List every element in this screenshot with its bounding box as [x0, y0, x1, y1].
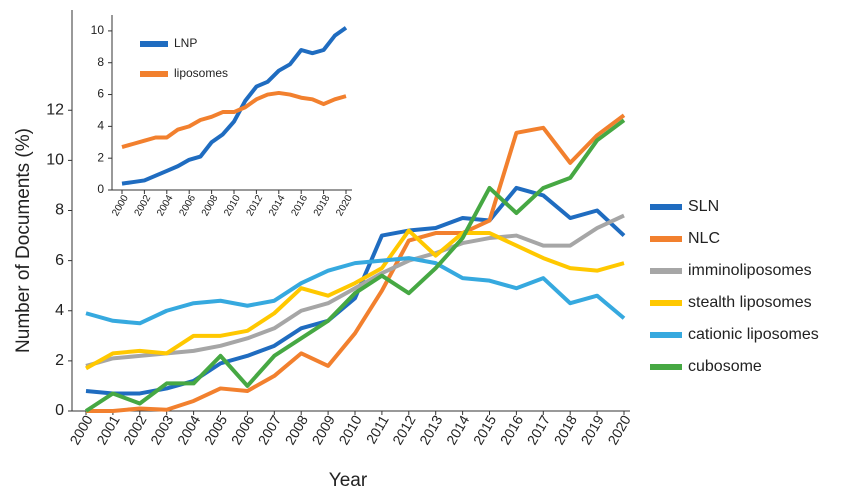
y-tick-label: 2 [97, 150, 104, 164]
x-tick-label: 2016 [497, 412, 527, 447]
y-tick-label: 0 [55, 402, 64, 419]
y-tick-label: 8 [55, 202, 64, 219]
legend-label: cubosome [688, 358, 762, 375]
y-tick-label: 4 [55, 302, 64, 319]
x-tick-label: 2017 [524, 412, 554, 447]
x-tick-label: 2005 [201, 412, 231, 447]
inset-background [80, 8, 360, 238]
x-tick-label: 2012 [389, 412, 419, 447]
y-tick-label: 2 [55, 352, 64, 369]
y-axis-title: Number of Documents (%) [13, 128, 34, 353]
data-line [85, 256, 626, 326]
legend-label: liposomes [174, 66, 228, 80]
data-line [84, 118, 626, 413]
x-tick-label: 2013 [416, 412, 446, 447]
y-tick-label: 10 [46, 152, 64, 169]
x-tick-label: 2019 [577, 412, 607, 447]
x-axis-title: Year [329, 470, 368, 491]
x-tick-label: 2000 [66, 412, 96, 447]
x-tick-label: 2011 [363, 412, 392, 446]
x-tick-label: 2014 [443, 412, 473, 447]
data-line [85, 185, 626, 396]
legend-label: LNP [174, 36, 197, 50]
data-line [85, 213, 625, 368]
x-tick-label: 2010 [335, 412, 365, 447]
data-line [85, 228, 625, 371]
data-line [121, 26, 348, 186]
y-tick-label: 4 [97, 119, 104, 133]
y-tick-label: 6 [55, 252, 64, 269]
x-tick-label: 2002 [120, 412, 150, 447]
y-tick-label: 10 [91, 23, 105, 37]
y-tick-label: 8 [97, 55, 104, 69]
x-tick-label: 2004 [174, 412, 204, 447]
x-tick-label: 2001 [93, 412, 123, 447]
data-line [86, 113, 626, 413]
x-tick-label: 2008 [282, 412, 312, 447]
legend-label: SLN [688, 198, 719, 215]
y-tick-label: 12 [46, 101, 64, 118]
x-tick-label: 2006 [228, 412, 258, 447]
x-tick-label: 2020 [604, 412, 634, 447]
legend-label: NLC [688, 230, 720, 247]
x-tick-label: 2007 [255, 412, 285, 447]
data-line [121, 90, 347, 149]
x-tick-label: 2003 [147, 412, 177, 447]
x-tick-label: 2009 [308, 412, 338, 447]
x-tick-label: 2015 [470, 412, 500, 447]
legend-label: imminoliposomes [688, 262, 812, 279]
x-tick-label: 2018 [551, 412, 581, 447]
y-tick-label: 0 [97, 182, 104, 196]
legend-label: stealth liposomes [688, 294, 812, 311]
y-tick-label: 6 [97, 87, 104, 101]
legend-label: cationic liposomes [688, 326, 819, 343]
